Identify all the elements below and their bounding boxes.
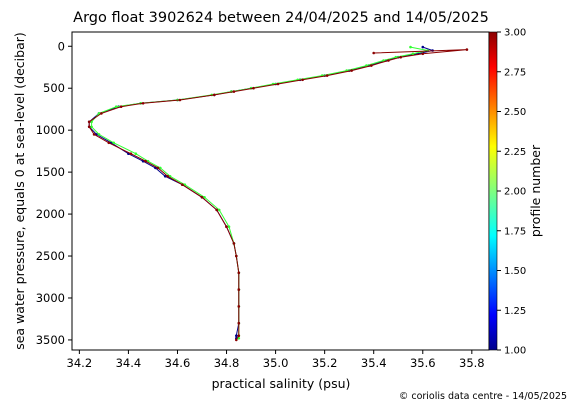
- profile-3-point: [225, 225, 228, 228]
- profile-3-point: [92, 133, 96, 136]
- profile-2-point: [97, 133, 101, 136]
- y-tick-label: 1500: [36, 165, 65, 179]
- profile-3-point: [181, 183, 184, 186]
- colorbar: [488, 31, 498, 351]
- profile-3-point: [235, 254, 238, 258]
- profile-1-line: [88, 46, 435, 339]
- profile-3-point: [276, 82, 280, 86]
- profile-3-point: [87, 120, 91, 124]
- profile-2-line: [91, 46, 428, 339]
- profile-3-point: [237, 321, 241, 325]
- colorbar-tick-label: 2.75: [504, 67, 526, 78]
- profile-3-point: [301, 78, 304, 82]
- profile-2-point: [217, 208, 221, 212]
- profile-2-point: [203, 196, 206, 199]
- y-tick-label: 1000: [36, 123, 65, 137]
- profile-2-point: [112, 141, 115, 145]
- profile-3-point: [166, 175, 169, 178]
- profile-3-point: [144, 159, 147, 163]
- profile-3-point: [235, 338, 238, 342]
- profile-1-point: [421, 45, 425, 49]
- profile-3-point: [100, 112, 103, 115]
- profile-3-point: [213, 93, 216, 97]
- x-tick-label: 35.2: [312, 356, 338, 370]
- chart-title: Argo float 3902624 between 24/04/2025 an…: [73, 10, 489, 26]
- x-tick-label: 34.2: [67, 356, 93, 370]
- profile-3-point: [387, 59, 390, 62]
- y-tick-label: 0: [58, 39, 65, 53]
- profile-3-point: [232, 242, 236, 245]
- x-tick-label: 34.4: [116, 356, 142, 370]
- colorbar-tick-label: 2.50: [504, 107, 526, 118]
- profile-3-point: [141, 102, 145, 105]
- profile-2-point: [90, 125, 93, 129]
- colorbar-tick-label: 3.00: [504, 28, 526, 39]
- profile-3-point: [252, 86, 255, 90]
- profile-2-point: [134, 152, 138, 155]
- series-layer: [87, 45, 469, 342]
- x-tick-label: 35.6: [410, 356, 436, 370]
- profile-2-point: [411, 52, 415, 56]
- colorbar-label: profile number: [528, 144, 543, 237]
- profile-3-point: [129, 152, 133, 155]
- x-tick-label: 35.0: [263, 356, 289, 370]
- profile-3-point: [107, 141, 111, 145]
- profile-3-point: [325, 74, 329, 77]
- profile-3-point: [119, 105, 123, 108]
- profile-3-point: [156, 166, 160, 170]
- profile-3-line: [88, 49, 467, 341]
- profile-1-point: [163, 175, 167, 178]
- colorbar-tick-label: 1.00: [504, 346, 526, 357]
- profile-1-point: [235, 334, 238, 338]
- colorbar-tick-label: 2.00: [504, 187, 526, 198]
- profile-3-point: [370, 64, 373, 67]
- profile-2-point: [159, 166, 162, 170]
- profile-3-point: [421, 52, 425, 56]
- profile-2-point: [409, 45, 412, 49]
- y-tick-label: 2000: [36, 207, 65, 221]
- profile-2-point: [382, 59, 385, 62]
- x-axis-label: practical salinity (psu): [212, 376, 351, 391]
- colorbar-tick-label: 2.25: [504, 147, 526, 158]
- x-tick-label: 34.6: [165, 356, 191, 370]
- x-axis: 34.2 34.4 34.6 34.8 35.0 35.2 35.4 35.6 35.8: [67, 350, 485, 370]
- plot-frame: [71, 31, 490, 351]
- y-tick-label: 3500: [36, 333, 65, 347]
- profile-3-point: [178, 98, 182, 102]
- y-tick-label: 3000: [36, 291, 65, 305]
- profile-3-point: [237, 271, 241, 275]
- x-tick-label: 35.8: [459, 356, 485, 370]
- profile-3-point: [232, 90, 236, 93]
- credit-text: © coriolis data centre - 14/05/2025: [398, 391, 567, 402]
- profile-3-point: [237, 305, 241, 308]
- profile-2-point: [227, 225, 231, 228]
- profile-3-point: [350, 69, 353, 72]
- x-tick-label: 34.8: [214, 356, 240, 370]
- colorbar-tick-label: 1.75: [504, 226, 526, 237]
- profile-3-point: [200, 196, 204, 199]
- colorbar-axis: 1.00 1.25 1.50 1.75 2.00 2.25 2.50 2.75 3.00: [497, 28, 526, 357]
- profile-2-point: [114, 105, 118, 108]
- profile-3-point: [465, 48, 469, 51]
- profile-3-point: [237, 288, 241, 291]
- y-axis-label: sea water pressure, equals 0 at sea-leve…: [12, 32, 27, 350]
- colorbar-tick-label: 1.25: [504, 306, 526, 317]
- y-tick-label: 2500: [36, 249, 65, 263]
- profile-3-point: [399, 55, 403, 59]
- profile-3-point: [87, 125, 91, 129]
- x-tick-label: 35.4: [361, 356, 387, 370]
- y-axis: 0 500 1000 1500 2000 2500 3000 3500: [36, 39, 72, 347]
- y-tick-label: 500: [43, 81, 65, 95]
- profile-3-point: [237, 334, 241, 338]
- profile-3-point: [215, 208, 218, 212]
- colorbar-tick-label: 1.50: [504, 266, 526, 277]
- profile-3-point: [372, 51, 376, 55]
